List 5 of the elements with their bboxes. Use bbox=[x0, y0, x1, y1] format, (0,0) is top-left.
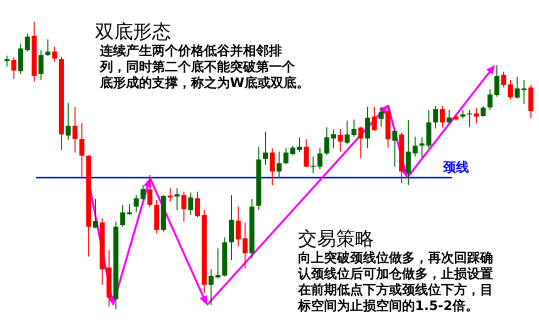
annotation: 向上突破颈线位做多，再次回踩确认颈线位后可加仓做多，止损设置在前期低点下方或颈线位下方，目标空间为止损空间的1.5-2倍。 bbox=[298, 251, 493, 314]
subtitle: 连续产生两个价格低谷并相邻排列，同时第二个底不能突破第一个底形成的支撑，称之为W底或双底。 bbox=[100, 44, 310, 91]
annotation: 交易策略 bbox=[298, 228, 374, 250]
ref-line-label: 颈线 bbox=[442, 160, 469, 176]
title: 双底形态 bbox=[95, 21, 171, 43]
